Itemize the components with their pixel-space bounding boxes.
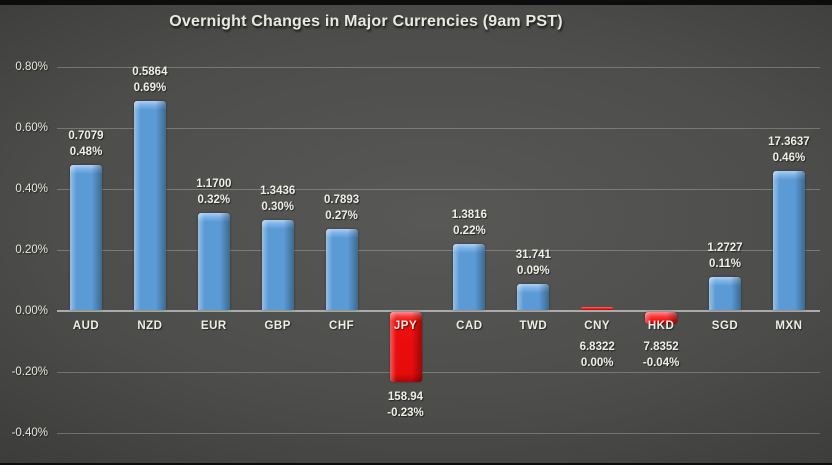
data-label-MXN: 17.3637 0.46% [753, 134, 825, 166]
bar-CNY[interactable] [581, 307, 614, 310]
pct-change-value: 0.30% [261, 200, 294, 213]
gridline [57, 250, 820, 251]
category-label-TWD: TWD [519, 320, 548, 332]
y-axis-tick-label: -0.20% [11, 366, 48, 378]
window-bottom-edge [0, 463, 832, 465]
gridline [57, 372, 820, 373]
category-label-MXN: MXN [775, 320, 803, 332]
data-label-GBP: 1.3436 0.30% [242, 183, 314, 215]
data-label-CAD: 1.3816 0.22% [433, 207, 505, 239]
gridline [57, 189, 820, 190]
category-label-SGD: SGD [711, 320, 739, 332]
bar-TWD[interactable] [517, 283, 550, 310]
rate-value: 1.3816 [451, 208, 487, 221]
bar-SGD[interactable] [709, 277, 741, 310]
pct-change-value: 0.22% [453, 224, 486, 237]
data-label-CHF: 0.7893 0.27% [306, 192, 378, 224]
y-axis-tick-label: 0.60% [15, 122, 48, 134]
data-label-HKD: 7.8352 -0.04% [625, 339, 697, 371]
bar-EUR[interactable] [197, 213, 230, 310]
rate-value: 158.94 [387, 391, 424, 404]
category-label-EUR: EUR [200, 320, 227, 332]
category-label-AUD: AUD [72, 320, 100, 332]
rate-value: 31.741 [515, 248, 551, 261]
rate-value: 17.3637 [768, 135, 810, 148]
y-axis-tick-label: 0.20% [15, 244, 48, 256]
bar-NZD[interactable] [133, 100, 166, 310]
rate-value: 0.7893 [324, 193, 360, 206]
pct-change-value: 0.46% [772, 151, 806, 164]
category-label-CHF: CHF [329, 320, 355, 332]
y-axis-tick-label: 0.00% [15, 305, 48, 317]
data-label-TWD: 31.741 0.09% [497, 247, 569, 279]
pct-change-value: 0.00% [580, 357, 614, 369]
bar-AUD[interactable] [70, 164, 102, 310]
pct-change-value: 0.27% [325, 209, 358, 222]
bar-MXN[interactable] [772, 170, 805, 310]
bar-CHF[interactable] [325, 228, 358, 310]
data-label-SGD: 1.2727 0.11% [689, 240, 761, 272]
y-axis-tick-label: -0.40% [11, 427, 48, 439]
category-label-HKD: HKD [647, 320, 675, 332]
pct-change-value: -0.23% [387, 407, 424, 420]
category-label-NZD: NZD [137, 320, 163, 332]
rate-value: 7.8352 [643, 341, 679, 353]
pct-change-value: 0.09% [516, 264, 550, 277]
data-label-JPY: 158.94 -0.23% [370, 389, 442, 421]
y-axis-tick-label: 0.40% [15, 183, 48, 195]
gridline [57, 128, 820, 129]
pct-change-value: 0.48% [69, 145, 103, 158]
pct-change-value: 0.69% [133, 81, 167, 94]
gridline [57, 67, 820, 68]
rate-value: 0.7079 [68, 129, 104, 142]
pct-change-value: 0.11% [709, 258, 741, 271]
pct-change-value: -0.04% [642, 357, 680, 369]
category-label-CAD: CAD [456, 320, 483, 332]
rate-value: 1.3436 [260, 184, 296, 197]
y-axis-tick-label: 0.80% [15, 61, 48, 73]
rate-value: 1.1700 [196, 178, 232, 191]
category-label-GBP: GBP [264, 320, 291, 332]
window-top-edge [0, 0, 832, 5]
rate-value: 0.5864 [132, 65, 168, 78]
data-label-AUD: 0.7079 0.48% [50, 128, 122, 160]
chart-title[interactable]: Overnight Changes in Major Currencies (9… [169, 13, 563, 30]
rate-value: 6.8322 [579, 341, 615, 353]
category-label-CNY: CNY [584, 320, 611, 332]
bar-JPY[interactable] [389, 312, 422, 383]
bar-HKD[interactable] [645, 312, 678, 325]
data-label-NZD: 0.5864 0.69% [114, 64, 186, 96]
x-axis-line [57, 310, 820, 312]
category-label-JPY: JPY [393, 320, 418, 332]
data-label-EUR: 1.1700 0.32% [178, 176, 250, 208]
bar-GBP[interactable] [261, 219, 294, 310]
bar-CAD[interactable] [453, 243, 486, 310]
pct-change-value: 0.32% [197, 194, 231, 207]
data-label-CNY: 6.8322 0.00% [561, 339, 633, 371]
rate-value: 1.2727 [707, 242, 743, 255]
gridline [57, 433, 820, 434]
